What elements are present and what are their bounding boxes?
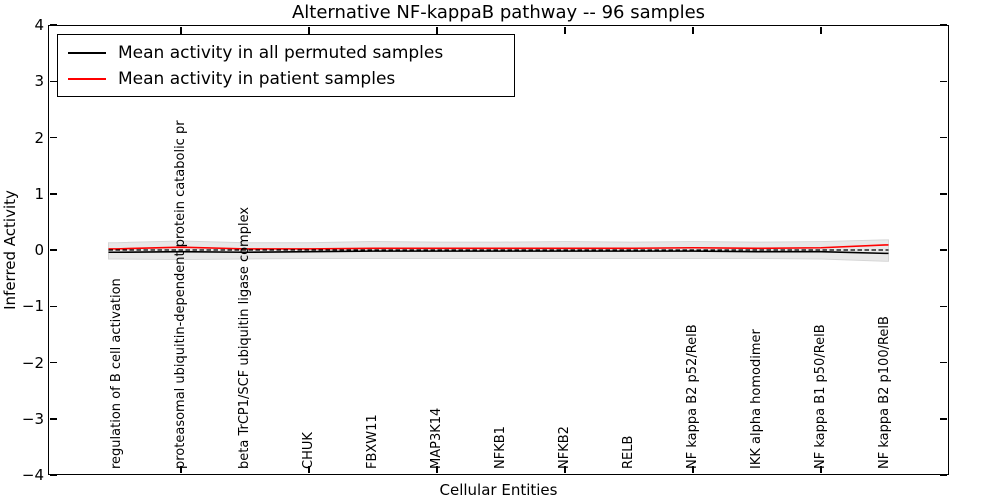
x-tick-mark bbox=[436, 27, 438, 34]
x-tick-mark bbox=[692, 27, 694, 34]
chart-title: Alternative NF-kappaB pathway -- 96 samp… bbox=[291, 2, 706, 23]
x-tick-mark bbox=[180, 27, 182, 34]
legend-line-sample-black bbox=[68, 52, 106, 54]
x-tick-label: NF kappa B2 p52/RelB bbox=[685, 324, 700, 469]
y-tick-mark bbox=[50, 474, 57, 476]
x-tick-label: beta TrCP1/SCF ubiquitin ligase complex bbox=[237, 206, 252, 469]
x-tick-label: CHUK bbox=[301, 432, 316, 469]
y-tick-label: −3 bbox=[21, 409, 44, 428]
y-tick-label: −4 bbox=[21, 466, 44, 484]
y-tick-mark bbox=[940, 418, 947, 420]
series-line-permuted-mean bbox=[108, 250, 889, 255]
x-tick-label: NF kappa B2 p100/RelB bbox=[877, 316, 892, 469]
x-tick-label: FBXW11 bbox=[365, 414, 380, 469]
x-tick-label: MAP3K14 bbox=[429, 407, 444, 469]
x-tick-mark bbox=[180, 466, 182, 473]
legend-item-label: Mean activity in patient samples bbox=[118, 69, 396, 89]
x-tick-label: NFKB2 bbox=[557, 426, 572, 469]
y-tick-mark bbox=[50, 249, 57, 251]
y-tick-mark bbox=[940, 136, 947, 139]
y-tick-mark bbox=[50, 80, 57, 82]
legend-item-label: Mean activity in all permuted samples bbox=[118, 43, 444, 63]
y-tick-mark bbox=[940, 474, 947, 476]
y-tick-mark bbox=[50, 24, 57, 26]
legend-item: Mean activity in patient samples bbox=[58, 66, 514, 92]
y-tick-label: −1 bbox=[21, 297, 44, 316]
legend-line-sample-red bbox=[68, 78, 106, 80]
y-tick-label: 1 bbox=[34, 184, 44, 203]
y-tick-mark bbox=[940, 24, 947, 26]
y-tick-mark bbox=[50, 193, 57, 195]
legend: Mean activity in all permuted samples Me… bbox=[57, 34, 515, 97]
x-axis-label: Cellular Entities bbox=[439, 481, 558, 499]
y-tick-mark bbox=[940, 361, 947, 364]
x-tick-mark bbox=[436, 466, 438, 473]
y-tick-mark bbox=[50, 136, 57, 139]
legend-item: Mean activity in all permuted samples bbox=[58, 40, 514, 66]
x-tick-mark bbox=[820, 27, 822, 34]
x-tick-label: proteasomal ubiquitin-dependent protein … bbox=[173, 120, 188, 469]
y-tick-mark bbox=[940, 249, 947, 251]
y-tick-label: 0 bbox=[34, 241, 44, 259]
y-tick-mark bbox=[940, 305, 947, 307]
y-tick-mark bbox=[940, 193, 947, 195]
x-tick-label: RELB bbox=[621, 435, 636, 469]
x-tick-label: NF kappa B1 p50/RelB bbox=[813, 324, 828, 469]
y-tick-label: −2 bbox=[21, 353, 44, 372]
x-tick-mark bbox=[308, 466, 310, 473]
x-tick-label: NFKB1 bbox=[493, 426, 508, 469]
x-tick-mark bbox=[564, 466, 566, 473]
x-tick-mark bbox=[308, 27, 310, 34]
x-tick-mark bbox=[820, 466, 822, 473]
x-tick-mark bbox=[692, 466, 694, 473]
y-tick-mark bbox=[50, 361, 57, 364]
y-tick-mark bbox=[50, 418, 57, 420]
x-tick-label: regulation of B cell activation bbox=[109, 278, 124, 469]
chart-canvas bbox=[108, 239, 889, 262]
y-tick-label: 3 bbox=[34, 72, 44, 91]
series-line-patient-mean bbox=[108, 244, 889, 250]
y-tick-mark bbox=[50, 305, 57, 307]
x-tick-label: IKK alpha homodimer bbox=[749, 329, 764, 469]
y-tick-label: 2 bbox=[34, 128, 44, 147]
x-tick-mark bbox=[564, 27, 566, 34]
y-tick-label: 4 bbox=[34, 16, 44, 34]
y-tick-mark bbox=[940, 80, 947, 82]
